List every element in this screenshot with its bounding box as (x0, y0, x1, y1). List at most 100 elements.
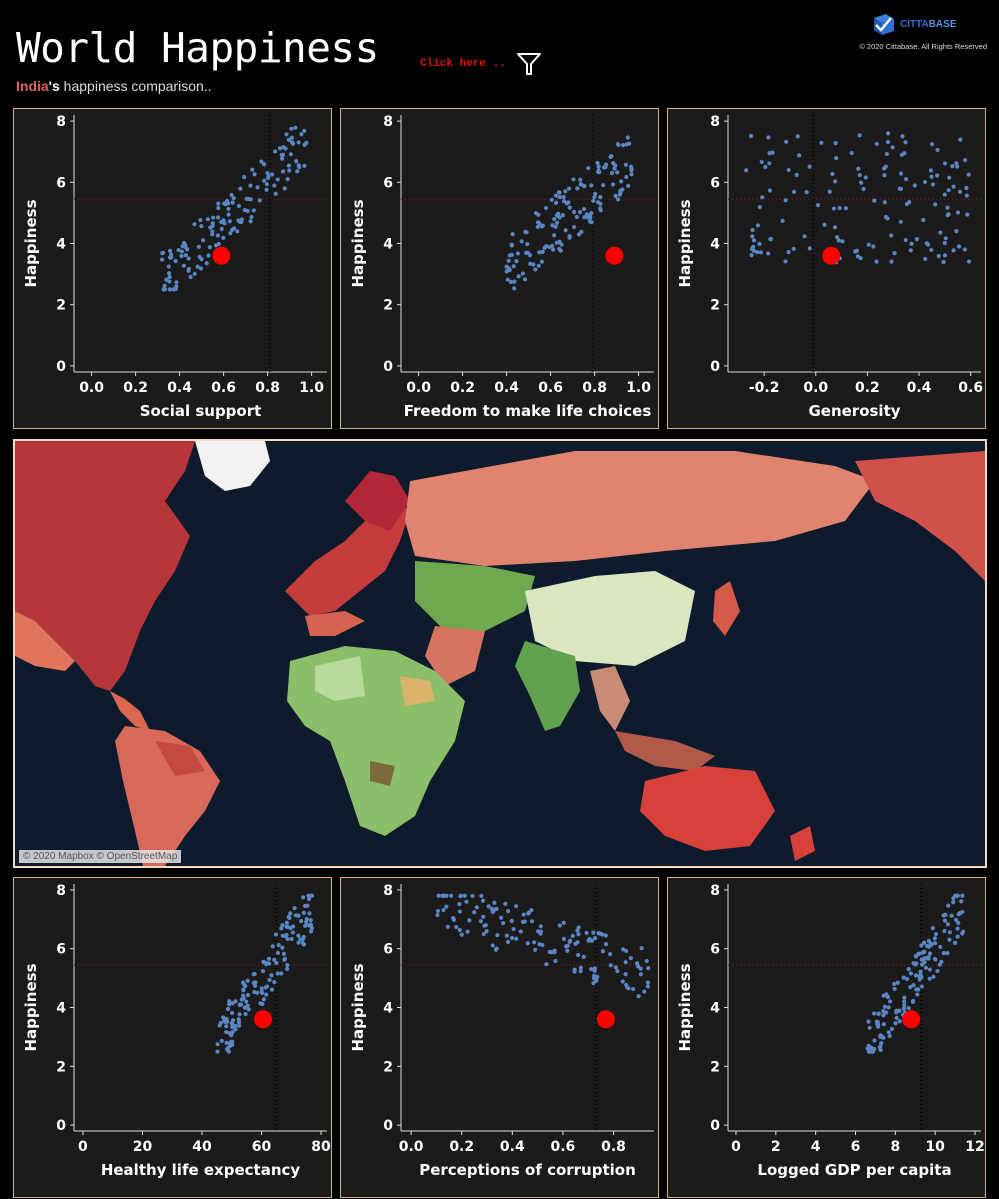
data-point (454, 924, 459, 930)
data-point (301, 934, 306, 940)
data-point (603, 933, 608, 938)
data-point (462, 893, 467, 898)
data-point (894, 1015, 899, 1021)
data-point (750, 228, 755, 233)
choropleth-map[interactable] (15, 441, 985, 866)
chart-gdp[interactable]: 0 2 4 6 8 0 2 4 6 8 10 12 Logged GDP per capita Happi… (667, 877, 986, 1198)
data-point (550, 223, 555, 228)
data-point (956, 920, 961, 926)
data-point (167, 287, 172, 292)
data-point (942, 241, 947, 246)
chart-social-support[interactable]: 0 2 4 6 8 0.0 0.2 0.4 0.6 0.8 1.0 Social support Hap… (13, 108, 332, 429)
data-point (927, 951, 933, 956)
data-point (886, 1030, 891, 1035)
data-point (216, 201, 221, 206)
scatter-corruption[interactable]: 0 2 4 6 8 0.0 0.2 0.4 0.6 0.8 Perceptions of corru… (341, 878, 658, 1187)
chart-corruption[interactable]: 0 2 4 6 8 0.0 0.2 0.4 0.6 0.8 Perceptions of corru… (340, 877, 659, 1198)
data-point (287, 168, 292, 173)
x-tick-label: 0 (731, 1139, 741, 1155)
data-point (249, 214, 254, 220)
scatter-gdp[interactable]: 0 2 4 6 8 0 2 4 6 8 10 12 Logged GDP per capita Happi… (668, 878, 985, 1187)
data-point (198, 266, 204, 271)
world-map[interactable]: © 2020 Mapbox © OpenStreetMap (13, 439, 987, 868)
data-point (937, 962, 942, 967)
data-point (196, 244, 202, 250)
data-point (285, 966, 290, 972)
data-point (849, 150, 854, 156)
data-point (186, 266, 191, 272)
data-point (457, 909, 462, 914)
data-point (917, 951, 922, 956)
data-point (286, 163, 291, 168)
data-point (436, 893, 441, 898)
data-point (215, 1042, 220, 1047)
data-point (960, 931, 965, 936)
filter-hint-link[interactable]: Click here .. (420, 58, 506, 70)
data-point (861, 186, 866, 192)
map-europe (285, 501, 410, 616)
data-point (544, 244, 549, 249)
data-point (301, 942, 307, 947)
data-point (505, 277, 510, 282)
data-point (887, 1033, 892, 1039)
x-tick-label: 0.8 (255, 380, 280, 396)
data-point (804, 190, 809, 195)
data-point (956, 912, 961, 917)
page-title: World Happiness (16, 24, 379, 72)
filter-icon[interactable] (515, 50, 543, 78)
data-point (171, 287, 176, 292)
data-point (942, 928, 947, 934)
data-point (786, 167, 791, 173)
data-point (589, 966, 594, 972)
data-point (797, 153, 802, 158)
data-point (936, 253, 941, 259)
data-point (255, 185, 260, 190)
data-point (615, 197, 621, 202)
data-point (598, 201, 603, 206)
scatter-social-support[interactable]: 0 2 4 6 8 0.0 0.2 0.4 0.6 0.8 1.0 Social support Hap… (14, 109, 331, 428)
data-point (620, 979, 625, 984)
data-point (257, 198, 262, 203)
data-point (269, 172, 275, 177)
map-greenland (195, 441, 270, 491)
data-point (216, 215, 221, 220)
data-point (547, 949, 552, 955)
data-point (183, 253, 188, 258)
data-point (277, 146, 283, 151)
data-point (492, 900, 497, 905)
data-point (567, 205, 572, 210)
data-point (504, 933, 509, 938)
data-point (484, 929, 489, 934)
data-point (578, 969, 583, 974)
data-point (572, 969, 577, 974)
data-point (947, 175, 952, 180)
data-point (933, 957, 938, 962)
chart-freedom[interactable]: 0 2 4 6 8 0.0 0.2 0.4 0.6 0.8 1.0 Freedom to make l… (340, 108, 659, 429)
data-point (919, 957, 924, 962)
data-point (965, 212, 970, 217)
data-point (578, 965, 583, 970)
data-point (270, 944, 275, 949)
chart-generosity[interactable]: 0 2 4 6 8 -0.2 0.0 0.2 0.4 0.6 Generosity Happiness (667, 108, 986, 429)
data-point (269, 973, 274, 978)
data-point (929, 247, 934, 253)
selected-country[interactable]: India (16, 78, 49, 94)
data-point (957, 189, 963, 194)
x-tick-label: 60 (252, 1139, 272, 1155)
data-point (757, 204, 762, 210)
data-point (307, 911, 312, 916)
data-point (248, 219, 253, 224)
data-point (205, 217, 210, 222)
data-point (279, 971, 284, 976)
scatter-generosity[interactable]: 0 2 4 6 8 -0.2 0.0 0.2 0.4 0.6 Generosity Happiness (668, 109, 985, 428)
data-point (759, 159, 764, 165)
data-point (470, 893, 475, 899)
scatter-freedom[interactable]: 0 2 4 6 8 0.0 0.2 0.4 0.6 0.8 1.0 Freedom to make l… (341, 109, 658, 428)
x-tick-label: 40 (192, 1139, 212, 1155)
data-point (960, 909, 965, 915)
data-point (538, 931, 543, 936)
data-point (874, 1019, 880, 1024)
data-point (600, 932, 605, 937)
chart-life-expectancy[interactable]: 0 2 4 6 8 0 20 40 60 80 Healthy life expectancy Hap… (13, 877, 332, 1198)
